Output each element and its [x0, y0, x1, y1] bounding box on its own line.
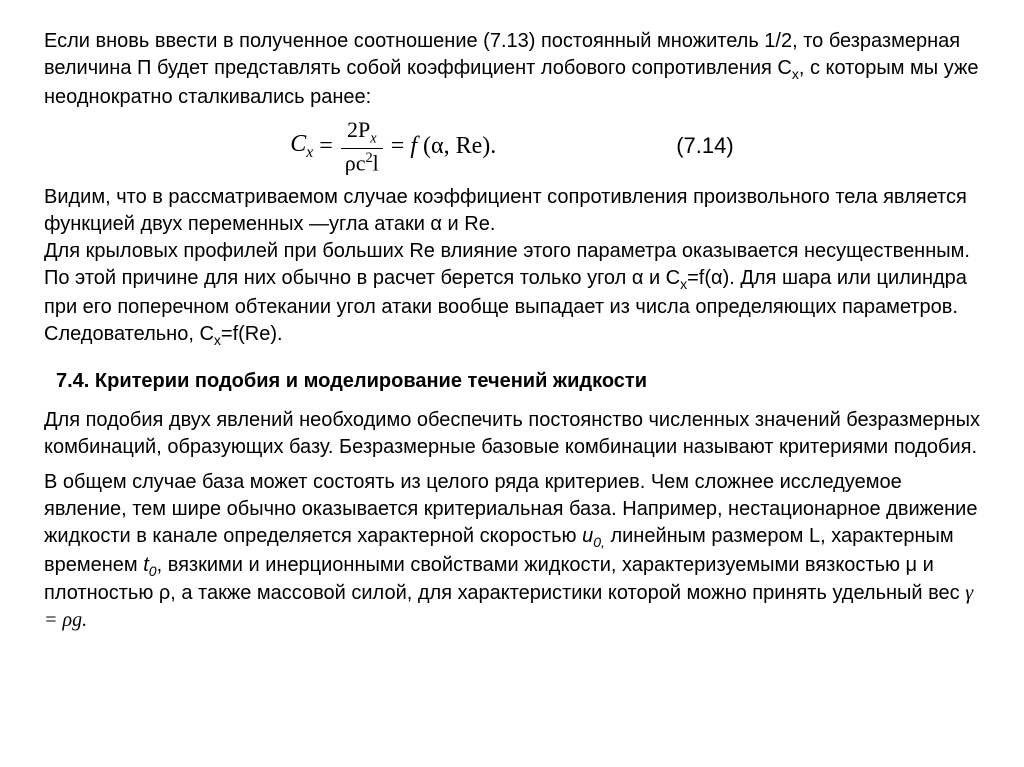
num-text: 2P — [347, 117, 370, 142]
eq-equals: = — [319, 133, 333, 160]
eq-f: f — [410, 133, 417, 160]
eq-C: Cx — [290, 131, 313, 162]
den-b: l — [373, 150, 379, 175]
paragraph-similarity-2: В общем случае база может состоять из це… — [44, 469, 980, 635]
subscript-x: x — [792, 66, 799, 82]
text: Видим, что в рассматриваемом случае коэф… — [44, 186, 967, 235]
denominator: ρc2l — [339, 149, 385, 174]
paragraph-after-eq: Видим, что в рассматриваемом случае коэф… — [44, 184, 980, 350]
equation-number: (7.14) — [676, 133, 733, 159]
text: , вязкими и инерционными свойствами жидк… — [44, 554, 965, 605]
den-a: ρc — [345, 150, 366, 175]
sub-0: 0, — [593, 534, 605, 550]
numerator: 2Px — [341, 119, 383, 149]
den-sup: 2 — [366, 150, 373, 166]
sub-0: 0 — [149, 563, 157, 579]
sub: x — [306, 144, 313, 161]
section-heading: 7.4. Критерии подобия и моделирование те… — [56, 370, 980, 393]
fraction: 2Px ρc2l — [339, 119, 385, 174]
equation-block: Cx = 2Px ρc2l = f (α, Re). (7.14) — [44, 119, 980, 174]
subscript-x: x — [214, 332, 221, 348]
paragraph-similarity-1: Для подобия двух явлений необходимо обес… — [44, 407, 980, 461]
num-sub: x — [370, 130, 376, 146]
eq-equals2: = — [391, 133, 405, 160]
eq-args: (α, Re). — [423, 133, 496, 160]
paragraph-intro: Если вновь ввести в полученное соотношен… — [44, 28, 980, 111]
sym: C — [290, 131, 306, 157]
var-u: u — [582, 525, 593, 547]
equation: Cx = 2Px ρc2l = f (α, Re). — [290, 119, 496, 174]
text: =f(Re). — [221, 323, 283, 345]
